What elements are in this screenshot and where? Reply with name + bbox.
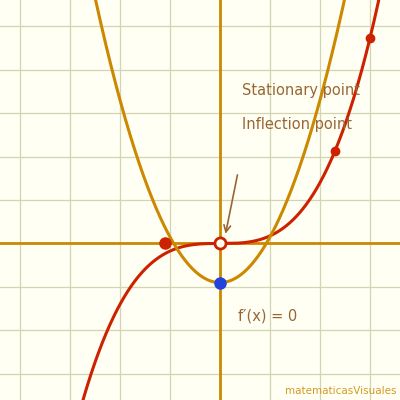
Text: f′(x) = 0: f′(x) = 0	[238, 309, 297, 324]
Text: Inflection point: Inflection point	[242, 117, 352, 132]
Text: Stationary point: Stationary point	[242, 83, 360, 98]
Text: matematicasVisuales: matematicasVisuales	[284, 386, 396, 396]
